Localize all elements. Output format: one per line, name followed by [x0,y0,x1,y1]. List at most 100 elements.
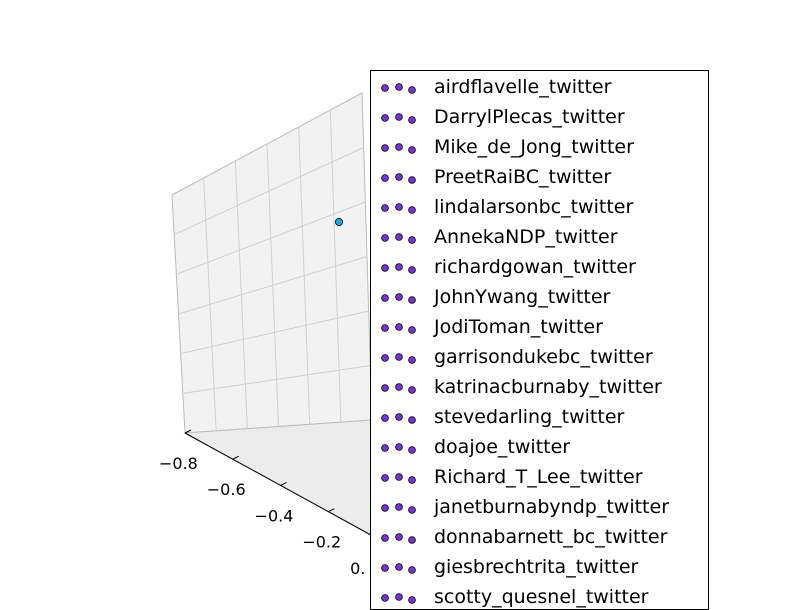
legend-marker-dot [381,414,389,422]
legend-marker-dot [395,83,403,91]
legend-marker-dot [408,416,416,424]
legend-marker-dot [395,143,403,151]
legend-label: scotty_quesnel_twitter [434,586,649,608]
legend-entry: lindalarsonbc_twitter [371,193,708,223]
legend-marker-dot [395,233,403,241]
legend-label: JodiToman_twitter [434,316,603,338]
legend-entry: garrisondukebc_twitter [371,343,708,373]
legend-marker-dot [408,356,416,364]
legend-marker-dot [395,563,403,571]
legend-label: Mike_de_Jong_twitter [434,136,634,158]
legend-entry: richardgowan_twitter [371,253,708,283]
legend-marker-dot [408,206,416,214]
legend-label: garrisondukebc_twitter [434,346,653,368]
legend-marker-dot [381,324,389,332]
legend-marker [381,593,416,604]
legend-entry: stevedarling_twitter [371,403,708,433]
legend-entry: scotty_quesnel_twitter [371,583,708,609]
legend-label: doajoe_twitter [434,436,571,458]
legend-marker-dot [395,593,403,601]
legend-marker-dot [395,323,403,331]
legend-marker [381,503,416,514]
legend-marker-dot [381,444,389,452]
legend-marker [381,203,416,214]
legend-entry: airdflavelle_twitter [371,73,708,103]
legend-marker-dot [381,144,389,152]
legend-marker-dot [395,203,403,211]
legend-marker-dot [395,533,403,541]
legend-marker-dot [381,384,389,392]
x-tick-mark [280,481,287,486]
legend-entry: donnabarnett_bc_twitter [371,523,708,553]
legend-marker-dot [395,263,403,271]
legend-marker-dot [408,116,416,124]
x-tick-label: 0. [350,559,365,578]
x-tick-mark [328,508,335,513]
legend-marker-dot [408,266,416,274]
legend-label: PreetRaiBC_twitter [434,166,612,188]
legend-marker-dot [381,564,389,572]
legend-marker-dot [395,503,403,511]
legend-label: giesbrechtrita_twitter [434,556,639,578]
legend-entry: doajoe_twitter [371,433,708,463]
legend-marker-dot [381,534,389,542]
legend-marker-dot [381,84,389,92]
legend-entry: Richard_T_Lee_twitter [371,463,708,493]
legend-entry: JohnYwang_twitter [371,283,708,313]
legend-label: janetburnabyndp_twitter [434,496,670,518]
legend-marker-dot [395,353,403,361]
legend-marker-dot [408,386,416,394]
legend-marker-dot [408,146,416,154]
legend-marker-dot [381,204,389,212]
legend-marker-dot [395,383,403,391]
legend-label: katrinacburnaby_twitter [434,376,662,398]
legend-marker-dot [408,476,416,484]
legend-marker-dot [408,86,416,94]
legend-entry: katrinacburnaby_twitter [371,373,708,403]
legend-marker [381,233,416,244]
legend-label: Richard_T_Lee_twitter [434,466,643,488]
legend-marker-dot [381,114,389,122]
legend: airdflavelle_twitter DarrylPlecas_twitter… [370,70,709,610]
legend-marker-dot [408,506,416,514]
legend-marker [381,323,416,334]
legend-marker-dot [408,236,416,244]
x-axis-ticks: −0.8 −0.6 −0.4 −0.2 0. [159,429,383,578]
legend-marker [381,563,416,574]
legend-entry: janetburnabyndp_twitter [371,493,708,523]
x-axis: −0.8 −0.6 −0.4 −0.2 0. [159,429,383,578]
legend-entry: DarrylPlecas_twitter [371,103,708,133]
x-tick-label: −0.8 [159,454,198,473]
legend-marker-dot [395,173,403,181]
legend-marker-dot [408,536,416,544]
legend-label: AnnekaNDP_twitter [434,226,618,248]
legend-marker-dot [381,504,389,512]
legend-label: richardgowan_twitter [434,256,636,278]
legend-entry: JodiToman_twitter [371,313,708,343]
legend-marker [381,533,416,544]
legend-marker-dot [381,264,389,272]
legend-marker-dot [408,326,416,334]
legend-marker-dot [395,293,403,301]
legend-marker [381,113,416,124]
legend-entry: AnnekaNDP_twitter [371,223,708,253]
legend-label: airdflavelle_twitter [434,76,612,98]
legend-marker [381,293,416,304]
legend-marker [381,143,416,154]
legend-label: DarrylPlecas_twitter [434,106,625,128]
legend-entry: Mike_de_Jong_twitter [371,133,708,163]
legend-marker [381,473,416,484]
legend-entry: giesbrechtrita_twitter [371,553,708,583]
legend-label: lindalarsonbc_twitter [434,196,634,218]
x-tick-label: −0.4 [255,506,294,525]
legend-marker-dot [408,566,416,574]
x-tick-label: −0.2 [302,533,341,552]
legend-marker [381,383,416,394]
legend-marker-dot [381,294,389,302]
legend-marker-dot [395,413,403,421]
legend-marker-dot [381,354,389,362]
legend-marker [381,413,416,424]
legend-marker-dot [381,474,389,482]
legend-marker-dot [381,594,389,602]
legend-marker-dot [408,296,416,304]
